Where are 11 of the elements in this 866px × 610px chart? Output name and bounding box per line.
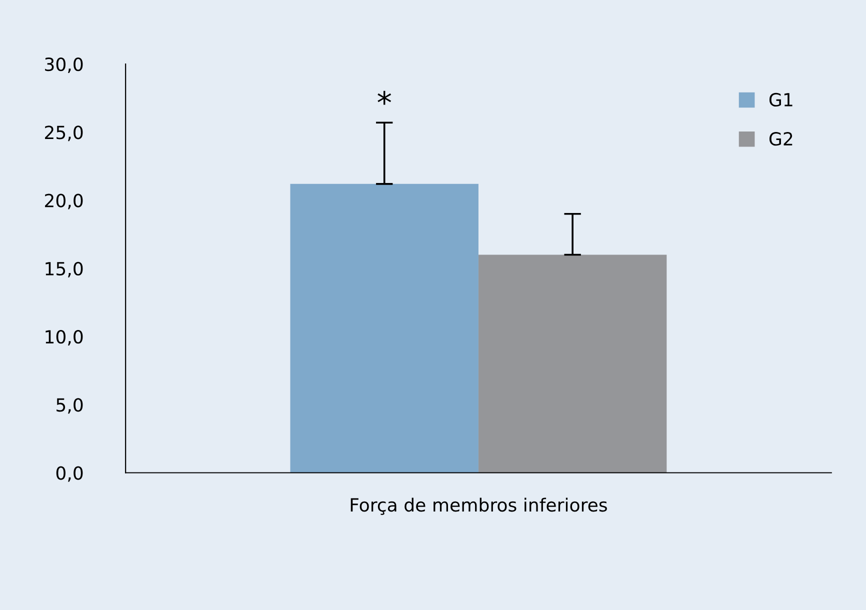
legend-label: G1 (769, 92, 792, 107)
y-tick-label: 10,0 (46, 330, 83, 346)
y-tick-label: 15,0 (46, 262, 83, 278)
annotation: * (378, 90, 392, 105)
x-tick-label: Força de membros inferiores (350, 498, 607, 515)
y-tick-label: 0,0 (56, 466, 83, 482)
legend-label: G2 (769, 132, 792, 146)
y-tick-label: 20,0 (45, 194, 83, 210)
y-tick-label: 30,0 (45, 58, 83, 74)
y-tick-label: 25,0 (45, 126, 83, 142)
y-tick-label: 5,0 (56, 398, 83, 414)
